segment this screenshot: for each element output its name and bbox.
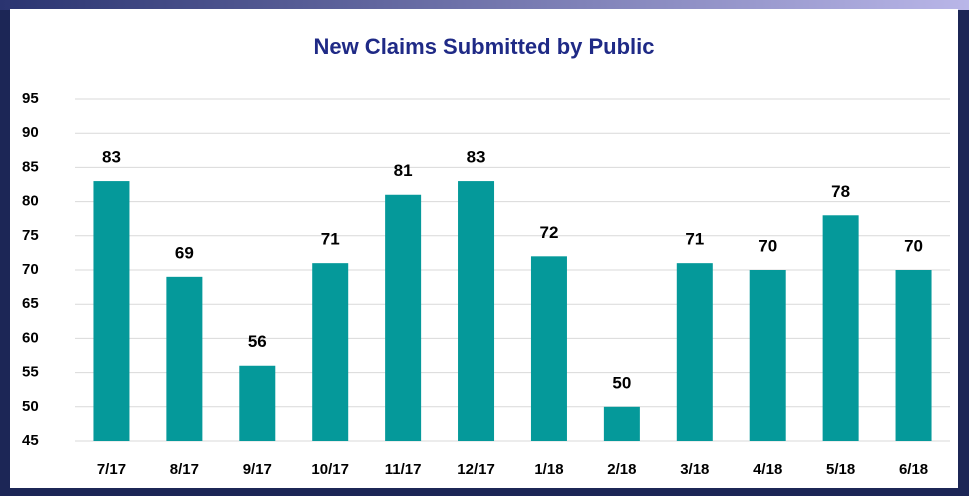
y-tick-label: 85 <box>22 158 39 175</box>
bar <box>385 194 422 441</box>
data-label: 56 <box>248 332 267 351</box>
data-label: 78 <box>831 182 850 201</box>
bar <box>93 181 130 441</box>
x-tick-label: 5/18 <box>826 461 855 478</box>
bar <box>895 270 932 441</box>
x-tick-label: 2/18 <box>607 461 636 478</box>
bar <box>530 256 567 441</box>
y-tick-label: 60 <box>22 329 39 346</box>
y-tick-label: 95 <box>22 90 39 107</box>
bar <box>239 365 276 441</box>
bar <box>603 406 640 441</box>
x-tick-label: 3/18 <box>680 461 709 478</box>
x-tick-label: 8/17 <box>170 461 199 478</box>
x-tick-label: 6/18 <box>899 461 928 478</box>
bar <box>749 270 786 441</box>
x-tick-label: 9/17 <box>243 461 272 478</box>
chart-title: New Claims Submitted by Public <box>313 34 654 59</box>
y-tick-label: 90 <box>22 124 39 141</box>
x-tick-label: 10/17 <box>311 461 349 478</box>
y-tick-label: 65 <box>22 295 39 312</box>
x-tick-label: 1/18 <box>534 461 563 478</box>
bar <box>166 276 203 441</box>
frame-top <box>0 0 969 10</box>
data-label: 83 <box>102 148 121 167</box>
y-tick-label: 55 <box>22 364 39 381</box>
data-label: 81 <box>394 161 413 180</box>
x-tick-label: 7/17 <box>97 461 126 478</box>
x-tick-label: 4/18 <box>753 461 782 478</box>
y-tick-label: 70 <box>22 261 39 278</box>
data-label: 71 <box>685 230 704 249</box>
data-label: 72 <box>539 223 558 242</box>
data-label: 70 <box>904 236 923 255</box>
y-tick-label: 80 <box>22 193 39 210</box>
data-label: 69 <box>175 243 194 262</box>
data-label: 71 <box>321 230 340 249</box>
bar <box>822 215 859 441</box>
bar <box>458 181 495 441</box>
y-tick-label: 50 <box>22 398 39 415</box>
x-tick-label: 12/17 <box>457 461 495 478</box>
data-label: 70 <box>758 236 777 255</box>
x-tick-label: 11/17 <box>385 461 422 478</box>
data-label: 50 <box>612 373 631 392</box>
bar <box>676 263 713 441</box>
data-label: 83 <box>467 148 486 167</box>
y-tick-label: 75 <box>22 227 39 244</box>
y-tick-label: 45 <box>22 432 39 449</box>
bar <box>312 263 349 441</box>
